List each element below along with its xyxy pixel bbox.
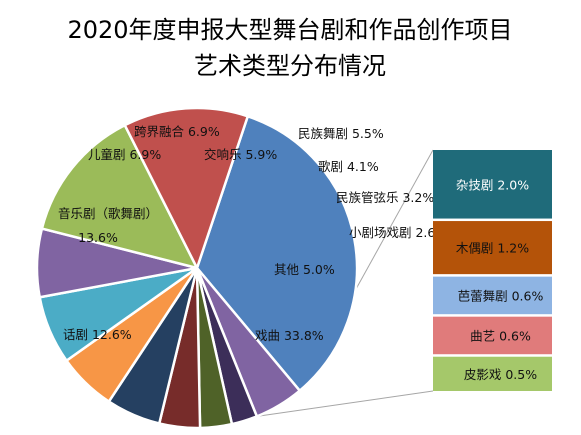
breakdown-label: 皮影戏 0.5% — [464, 367, 537, 382]
slice-label: 话剧 12.6% — [63, 327, 132, 342]
slice-label: 交响乐 5.9% — [204, 147, 277, 162]
pie-slice — [123, 106, 250, 272]
slice-label: 音乐剧（歌舞剧） — [58, 206, 158, 221]
breakdown-label: 杂技剧 2.0% — [456, 177, 529, 192]
breakdown-label: 曲艺 0.6% — [470, 328, 531, 343]
pie-slice — [40, 123, 200, 270]
connector-line-bottom — [256, 390, 434, 417]
pie-slice-labels: 戏曲 33.8% 其他 5.0% 小剧场戏剧 2.6% 民族管弦乐 3.2% 歌剧 4.… — [58, 124, 447, 343]
slice-label: 其他 5.0% — [274, 262, 335, 277]
slice-label: 儿童剧 6.9% — [88, 147, 161, 162]
slice-label: 跨界融合 6.9% — [134, 124, 220, 139]
breakdown-bar: 杂技剧 2.0% 木偶剧 1.2% 芭蕾舞剧 0.6% 曲艺 0.6% 皮影戏 0.5% — [433, 150, 552, 391]
breakdown-segment — [433, 316, 552, 355]
slice-label: 戏曲 33.8% — [255, 328, 324, 343]
slice-label: 歌剧 4.1% — [318, 159, 379, 174]
chart-title: 2020年度申报大型舞台剧和作品创作项目 — [67, 16, 512, 44]
breakdown-label: 芭蕾舞剧 0.6% — [458, 288, 544, 303]
pie-slice — [195, 114, 359, 393]
slice-label: 民族舞剧 5.5% — [298, 126, 384, 141]
breakdown-label: 木偶剧 1.2% — [456, 241, 529, 256]
breakdown-segment — [433, 356, 552, 391]
breakdown-segment — [433, 221, 552, 275]
breakdown-segment — [433, 150, 552, 219]
slice-label: 小剧场戏剧 2.6% — [349, 225, 447, 240]
chart-subtitle: 艺术类型分布情况 — [194, 52, 386, 80]
pie-slices — [35, 106, 359, 430]
slice-label: 民族管弦乐 3.2% — [336, 190, 434, 205]
breakdown-segment — [433, 276, 552, 315]
slice-label-value: 13.6% — [78, 230, 118, 245]
